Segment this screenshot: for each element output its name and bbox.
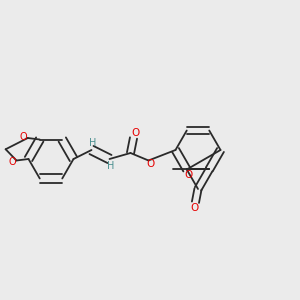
Text: O: O [190, 202, 199, 212]
Text: O: O [8, 157, 16, 167]
Text: O: O [147, 159, 155, 169]
Text: O: O [20, 131, 27, 142]
Text: O: O [131, 128, 139, 139]
Text: H: H [89, 138, 97, 148]
Text: H: H [107, 160, 115, 171]
Text: O: O [184, 170, 192, 180]
